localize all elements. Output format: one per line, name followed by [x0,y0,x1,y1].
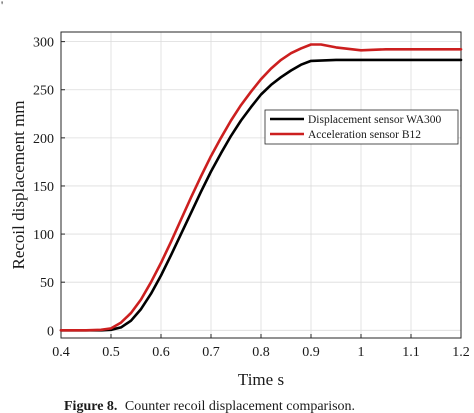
y-tick-label: 50 [40,276,54,291]
y-tick-label: 0 [47,324,54,339]
x-tick-labels: 0.4 0.5 0.6 0.7 0.8 0.9 1 1.1 1.2 [52,345,470,360]
y-tick-labels: 0 50 100 150 200 250 300 [33,36,54,340]
x-axis-label: Time s [238,370,284,389]
y-tick-label: 150 [33,180,54,195]
figure-caption: Figure 8. Counter recoil displacement co… [64,399,355,413]
top-stray-mark: ' [1,0,3,12]
caption-label: Figure 8. [64,399,117,413]
y-tick-label: 100 [33,228,54,243]
y-axis-label: Recoil displacement mm [9,100,28,269]
x-tick-label: 0.8 [252,345,270,360]
x-tick-label: 0.6 [152,345,170,360]
x-tick-label: 1 [358,345,365,360]
x-tick-label: 1.2 [452,345,470,360]
legend-label-displacement: Displacement sensor WA300 [308,114,442,126]
y-tick-label: 250 [33,84,54,99]
x-tick-label: 0.7 [202,345,220,360]
x-tick-label: 0.9 [302,345,320,360]
caption-text: Counter recoil displacement comparison. [125,399,355,413]
y-tick-label: 200 [33,132,54,147]
legend: Displacement sensor WA300 Acceleration s… [264,109,459,145]
x-tick-label: 0.4 [52,345,70,360]
y-tick-label: 300 [33,36,54,51]
series-lines [59,43,463,332]
legend-box [264,109,459,145]
x-tick-label: 0.5 [102,345,120,360]
series-line-1 [59,43,463,332]
x-tick-label: 1.1 [402,345,420,360]
series-line-0 [59,58,463,332]
legend-label-acceleration: Acceleration sensor B12 [308,129,421,141]
